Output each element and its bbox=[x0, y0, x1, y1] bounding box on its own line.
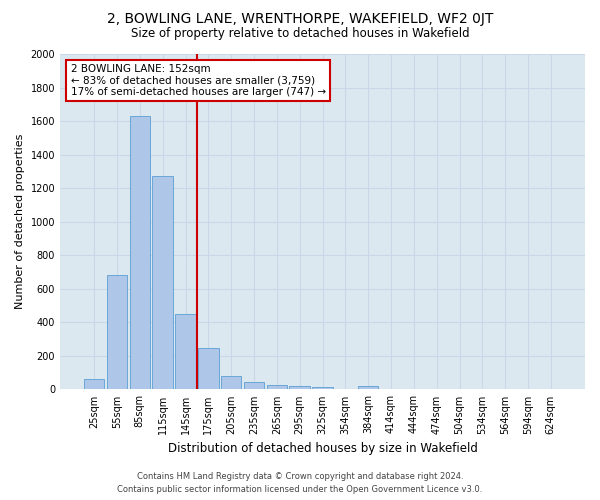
Bar bbox=[130, 116, 150, 390]
Bar bbox=[244, 382, 264, 390]
Bar bbox=[175, 314, 196, 390]
Text: 2 BOWLING LANE: 152sqm
← 83% of detached houses are smaller (3,759)
17% of semi-: 2 BOWLING LANE: 152sqm ← 83% of detached… bbox=[71, 64, 326, 98]
Bar bbox=[198, 348, 218, 390]
Bar bbox=[84, 378, 104, 390]
X-axis label: Distribution of detached houses by size in Wakefield: Distribution of detached houses by size … bbox=[167, 442, 478, 455]
Text: Contains HM Land Registry data © Crown copyright and database right 2024.
Contai: Contains HM Land Registry data © Crown c… bbox=[118, 472, 482, 494]
Y-axis label: Number of detached properties: Number of detached properties bbox=[15, 134, 25, 310]
Bar bbox=[289, 386, 310, 390]
Bar bbox=[312, 387, 333, 390]
Bar bbox=[152, 176, 173, 390]
Bar bbox=[221, 376, 241, 390]
Bar bbox=[266, 384, 287, 390]
Text: 2, BOWLING LANE, WRENTHORPE, WAKEFIELD, WF2 0JT: 2, BOWLING LANE, WRENTHORPE, WAKEFIELD, … bbox=[107, 12, 493, 26]
Text: Size of property relative to detached houses in Wakefield: Size of property relative to detached ho… bbox=[131, 28, 469, 40]
Bar bbox=[358, 386, 379, 390]
Bar bbox=[107, 276, 127, 390]
